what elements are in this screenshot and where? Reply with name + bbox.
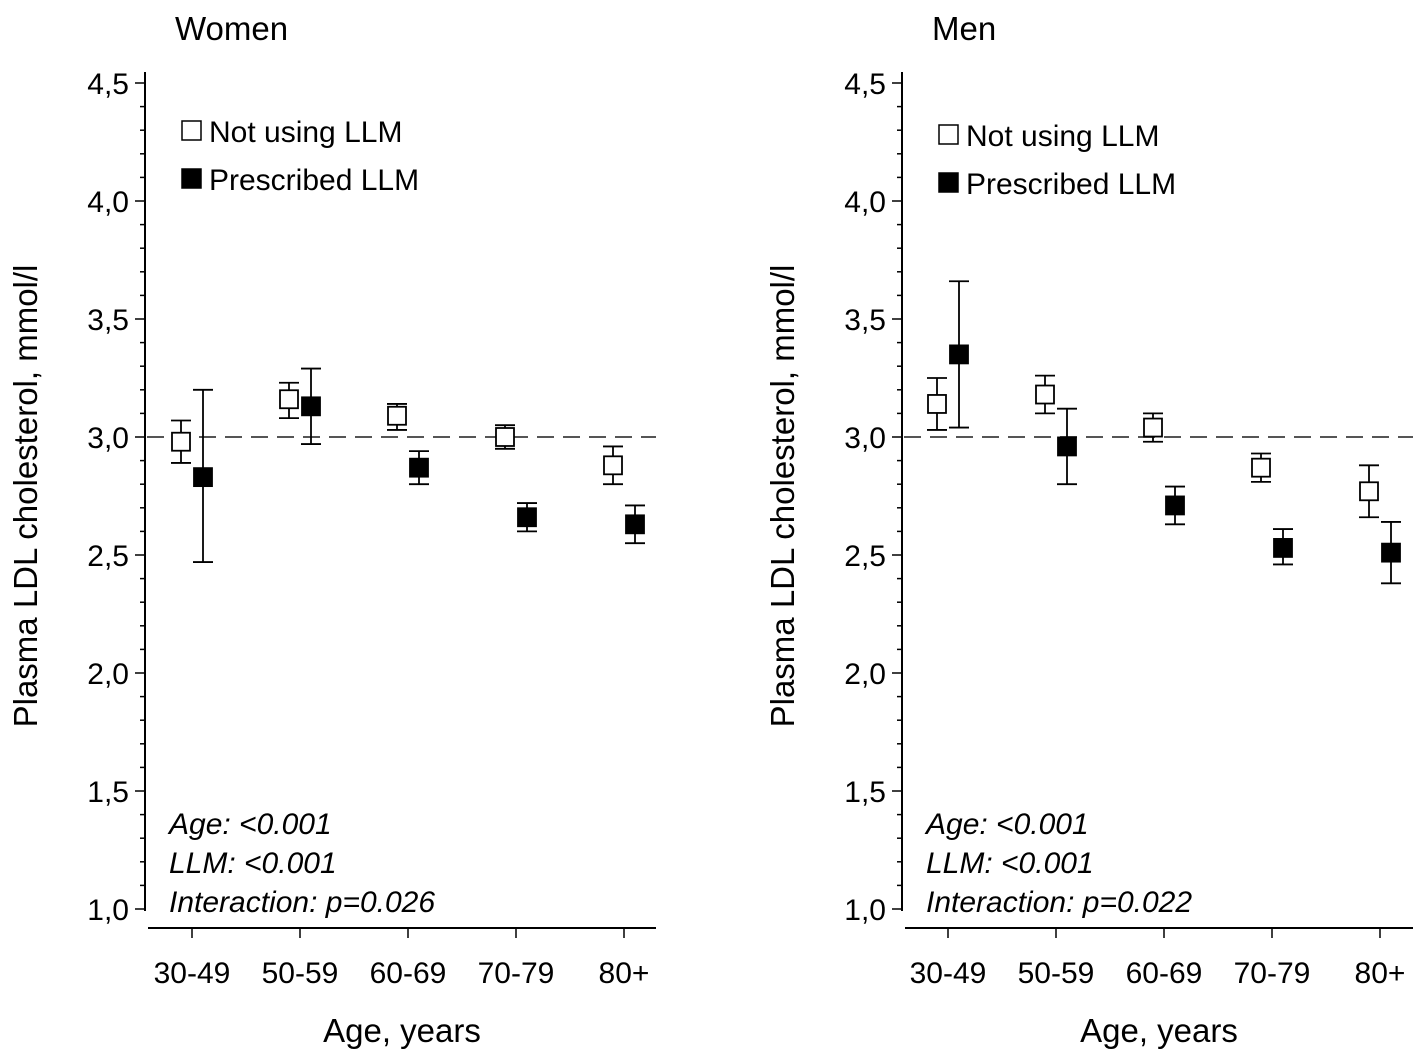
stats-annotation: Interaction: p=0.026: [169, 886, 435, 919]
not-using-llm-point: [1143, 417, 1163, 438]
not-using-llm-point: [603, 455, 623, 476]
chart-panel-women: Women 1,0 1,5 2,0 2,5 3,0 3,5 4,0 4,5 Plasma LDL …: [7, 10, 656, 1049]
prescribed-llm-point: [625, 514, 645, 535]
y-axis-title: Plasma LDL cholesterol, mmol/l: [7, 265, 44, 728]
legend-label: Prescribed LLM: [966, 168, 1176, 201]
prescribed-llm-point: [1165, 495, 1185, 516]
y-axis-title: Plasma LDL cholesterol, mmol/l: [764, 265, 801, 728]
y-tick-label: 1,0: [844, 894, 886, 927]
y-tick-label: 1,5: [87, 776, 129, 809]
chart-panel-men: Men 1,0 1,5 2,0 2,5 3,0 3,5 4,0 4,5 Plasma LDL ch…: [764, 10, 1413, 1049]
y-tick-label: 4,5: [844, 68, 886, 101]
prescribed-llm-point: [409, 457, 429, 478]
y-tick-label: 2,5: [87, 540, 129, 573]
legend-filled-square-icon: [181, 168, 202, 189]
legend-label: Prescribed LLM: [209, 164, 419, 197]
not-using-llm-point: [1251, 457, 1271, 478]
y-tick-label: 3,0: [87, 422, 129, 455]
not-using-llm-point: [171, 431, 191, 452]
x-tick-label: 70-79: [1234, 957, 1311, 990]
x-tick-label: 80+: [599, 957, 650, 990]
y-tick-label: 3,5: [844, 304, 886, 337]
y-tick-label: 3,5: [87, 304, 129, 337]
x-tick-label: 50-59: [1018, 957, 1095, 990]
y-tick-label: 2,5: [844, 540, 886, 573]
stats-annotation: Age: <0.001: [167, 808, 332, 841]
x-axis-title: Age, years: [323, 1012, 481, 1049]
stats-annotation: LLM: <0.001: [926, 847, 1094, 880]
prescribed-llm-point: [193, 467, 213, 488]
y-tick-label: 4,0: [87, 186, 129, 219]
legend-label: Not using LLM: [966, 120, 1159, 153]
panel-title: Women: [175, 10, 288, 47]
y-tick-label: 4,0: [844, 186, 886, 219]
x-tick-label: 60-69: [370, 957, 447, 990]
not-using-llm-point: [279, 389, 299, 410]
not-using-llm-point: [927, 394, 947, 414]
stats-annotation: LLM: <0.001: [169, 847, 337, 880]
prescribed-llm-point: [1381, 542, 1401, 563]
legend-label: Not using LLM: [209, 116, 402, 149]
y-tick-label: 3,0: [844, 422, 886, 455]
x-tick-label: 60-69: [1126, 957, 1203, 990]
x-tick-label: 30-49: [910, 957, 987, 990]
y-tick-label: 2,0: [844, 658, 886, 691]
prescribed-llm-point: [949, 344, 969, 365]
not-using-llm-point: [387, 405, 407, 426]
prescribed-llm-point: [301, 396, 321, 417]
prescribed-llm-point: [517, 507, 537, 528]
y-tick-label: 1,0: [87, 894, 129, 927]
y-tick-label: 2,0: [87, 658, 129, 691]
prescribed-llm-point: [1273, 538, 1293, 558]
not-using-llm-point: [495, 427, 515, 447]
panel-title: Men: [932, 10, 996, 47]
x-tick-label: 80+: [1355, 957, 1406, 990]
y-tick-label: 1,5: [844, 776, 886, 809]
x-tick-label: 50-59: [262, 957, 339, 990]
x-tick-label: 70-79: [478, 957, 555, 990]
prescribed-llm-point: [1057, 436, 1077, 457]
legend-open-square-icon: [938, 124, 959, 145]
stats-annotation: Interaction: p=0.022: [926, 886, 1192, 919]
legend-filled-square-icon: [938, 172, 959, 193]
x-tick-label: 30-49: [154, 957, 231, 990]
legend-open-square-icon: [181, 120, 202, 141]
y-tick-label: 4,5: [87, 68, 129, 101]
stats-annotation: Age: <0.001: [924, 808, 1089, 841]
not-using-llm-point: [1359, 481, 1379, 502]
not-using-llm-point: [1035, 384, 1055, 405]
x-axis-title: Age, years: [1080, 1012, 1238, 1049]
